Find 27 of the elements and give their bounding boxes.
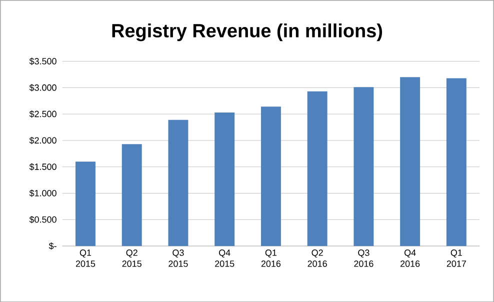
bar [446,78,466,246]
x-tick-label: Q2 2016 [308,249,327,267]
bar [122,144,142,246]
bar [168,120,188,246]
x-tick-label: Q1 2015 [76,249,96,267]
x-tick-label: Q3 2016 [354,249,374,267]
y-tick-label: $3.000 [29,84,56,92]
x-tick-label: Q1 2017 [446,249,466,267]
y-tick-label: $3.500 [29,58,56,65]
y-tick-label: $1.500 [29,163,56,170]
y-tick-label: $2.000 [29,136,56,144]
y-tick-label: $1.000 [29,189,56,197]
x-tick-label: Q3 2015 [168,249,188,267]
y-tick-label: $0.500 [29,216,56,224]
y-tick-label: $2.500 [29,110,56,118]
x-tick-label: Q4 2015 [215,249,234,267]
bar [214,112,235,246]
x-tick-label: Q4 2016 [400,249,420,267]
bar [354,87,374,246]
x-tick-label: Q2 2015 [122,249,142,267]
bar [400,76,420,246]
bar [260,106,281,246]
y-tick-label: $- [48,242,56,250]
bar [307,91,328,246]
bar [76,161,96,246]
x-tick-label: Q1 2016 [261,249,281,267]
chart-title: Registry Revenue (in millions) [112,23,382,42]
